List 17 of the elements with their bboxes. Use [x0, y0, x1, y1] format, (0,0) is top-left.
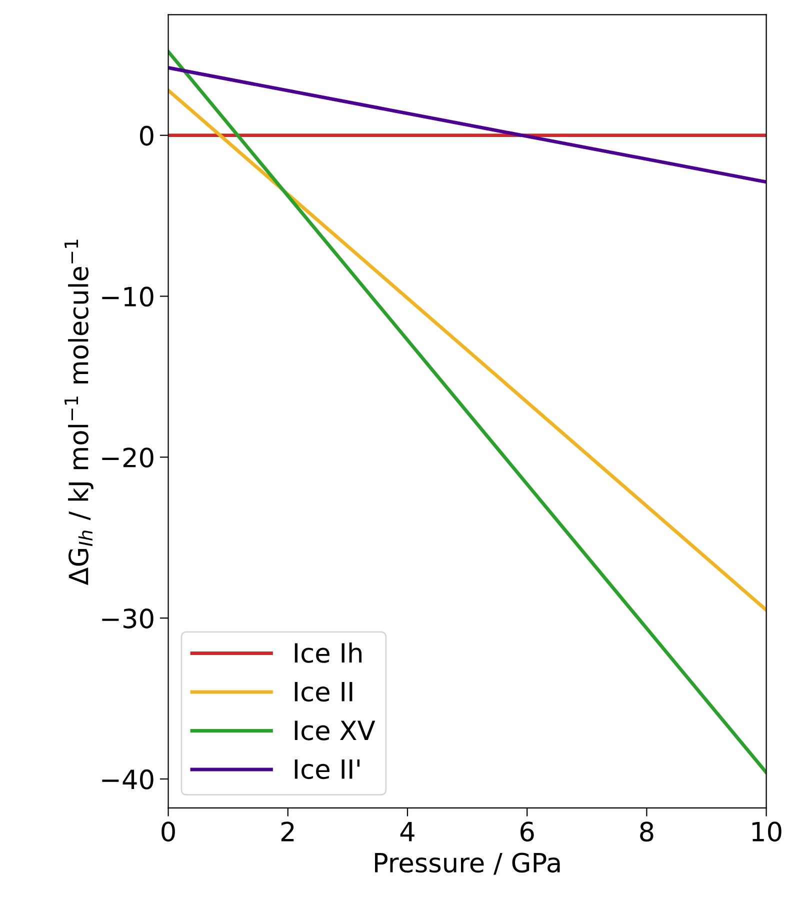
- legend-label: Ice XV: [294, 720, 376, 740]
- legend-label: Ice II: [294, 682, 352, 702]
- y-tick-label: 0: [140, 126, 154, 146]
- y-tick-label: −20: [102, 448, 154, 468]
- x-tick-label: 10: [752, 822, 782, 842]
- y-tick-label: −10: [102, 286, 154, 307]
- x-tick-label: 2: [281, 822, 294, 842]
- legend-label: Ice II': [294, 759, 360, 780]
- x-tick-label: 4: [400, 822, 414, 842]
- x-tick-label: 6: [520, 822, 534, 842]
- y-tick-label: −30: [102, 608, 154, 628]
- y-axis-title: ΔG$_{Ih}$ / kJ mol$^{−1}$ molecule$^{−1}$: [64, 240, 94, 586]
- x-tick-label: 8: [640, 822, 654, 842]
- x-tick-label: 0: [162, 822, 175, 842]
- x-axis-title: Pressure / GPa: [375, 852, 560, 875]
- legend-label: Ice Ih: [294, 642, 362, 663]
- y-tick-label: −40: [102, 769, 154, 790]
